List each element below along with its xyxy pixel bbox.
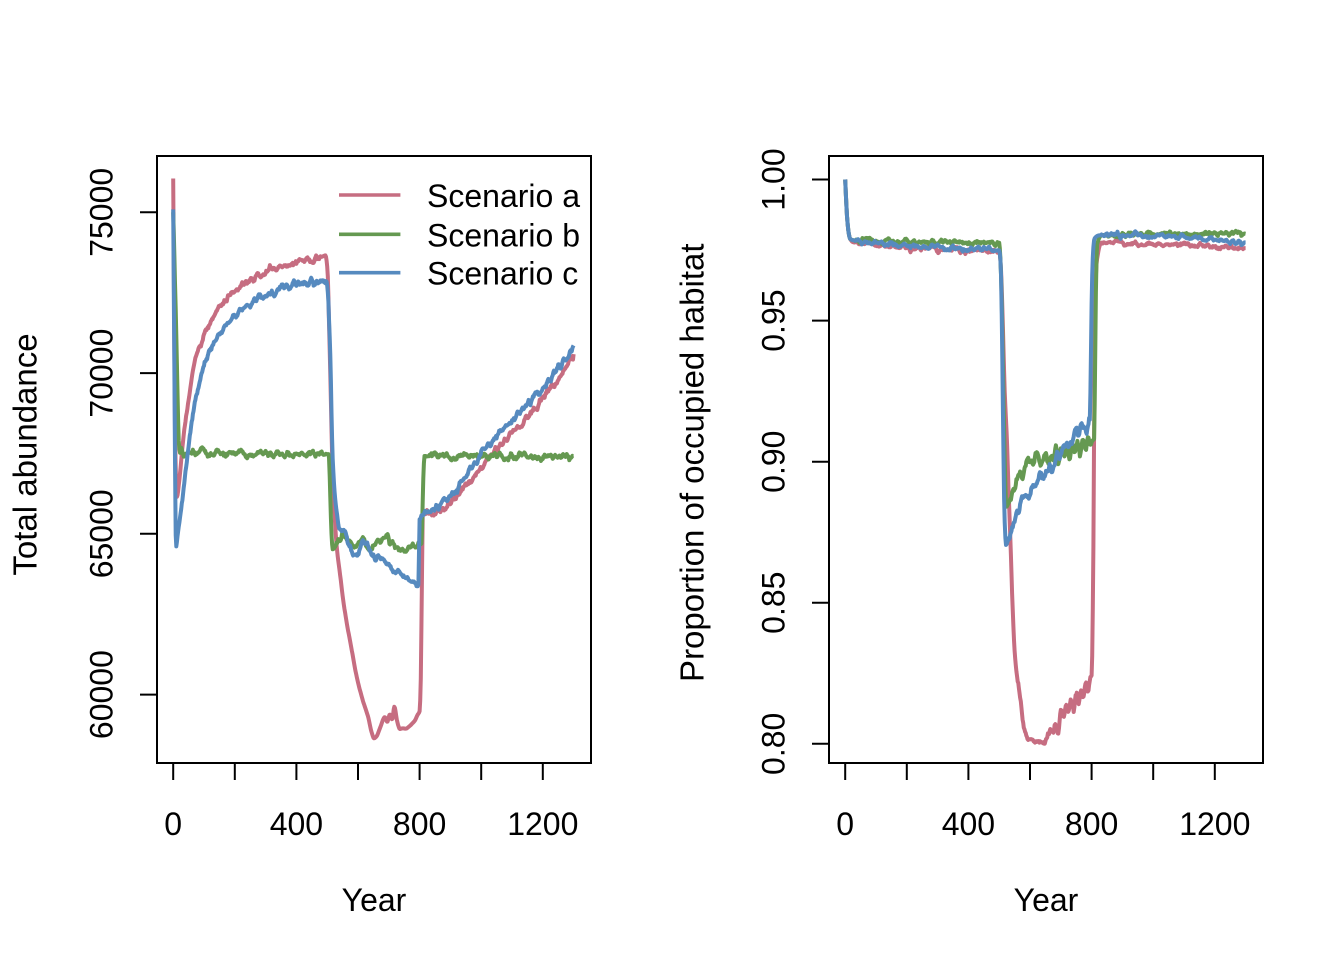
svg-text:Year: Year xyxy=(342,882,407,918)
svg-text:Scenario c: Scenario c xyxy=(427,256,578,292)
svg-text:70000: 70000 xyxy=(84,329,120,418)
svg-text:800: 800 xyxy=(1065,806,1118,842)
svg-text:400: 400 xyxy=(942,806,995,842)
svg-text:1200: 1200 xyxy=(1179,806,1250,842)
svg-text:0.80: 0.80 xyxy=(756,713,792,775)
svg-text:1.00: 1.00 xyxy=(756,148,792,210)
svg-text:75000: 75000 xyxy=(84,168,120,257)
svg-text:800: 800 xyxy=(393,806,446,842)
svg-text:1200: 1200 xyxy=(507,806,578,842)
svg-text:65000: 65000 xyxy=(84,489,120,578)
svg-text:Scenario a: Scenario a xyxy=(427,178,580,214)
svg-text:Proportion of occupied habitat: Proportion of occupied habitat xyxy=(673,243,710,681)
svg-text:0: 0 xyxy=(164,806,182,842)
svg-text:60000: 60000 xyxy=(84,650,120,739)
svg-text:Total abundance: Total abundance xyxy=(7,333,44,575)
svg-text:0.85: 0.85 xyxy=(756,572,792,634)
svg-text:Year: Year xyxy=(1014,882,1079,918)
svg-text:400: 400 xyxy=(270,806,323,842)
svg-text:0.90: 0.90 xyxy=(756,431,792,493)
svg-text:Scenario b: Scenario b xyxy=(427,217,580,253)
svg-text:0.95: 0.95 xyxy=(756,289,792,351)
svg-text:0: 0 xyxy=(836,806,854,842)
